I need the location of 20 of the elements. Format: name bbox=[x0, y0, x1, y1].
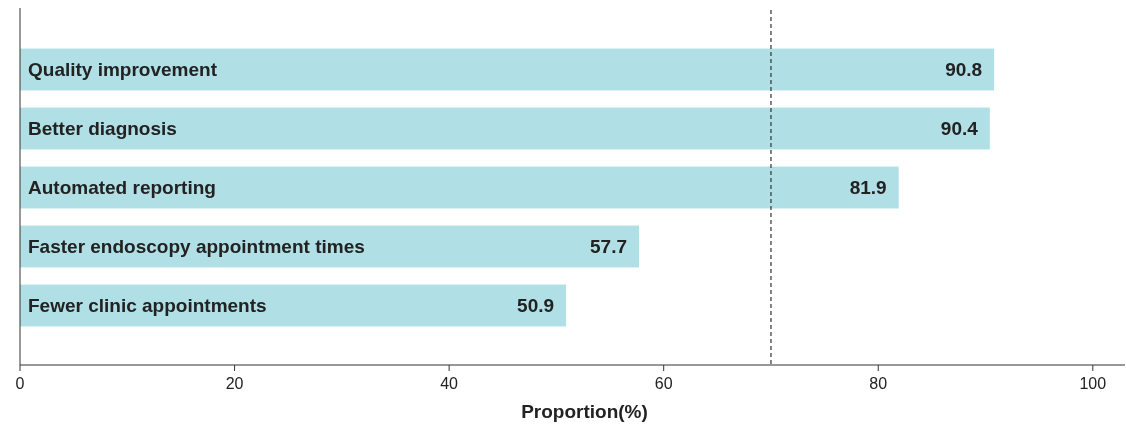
data-label: 90.4 bbox=[940, 118, 979, 140]
x-tick-label: 40 bbox=[440, 375, 459, 392]
data-label: 57.7 bbox=[590, 236, 628, 258]
y-tick-label: Faster endoscopy appointment times bbox=[28, 236, 365, 258]
x-tick-label: 80 bbox=[869, 375, 888, 392]
bar bbox=[20, 48, 995, 91]
bar bbox=[20, 166, 899, 209]
y-tick-label: Better diagnosis bbox=[28, 118, 177, 140]
bar bbox=[20, 107, 990, 150]
y-tick-label: Quality improvement bbox=[28, 59, 218, 81]
x-tick-label: 0 bbox=[15, 375, 25, 392]
x-axis-title: Proportion(%) bbox=[521, 401, 648, 422]
y-tick-label: Automated reporting bbox=[28, 177, 216, 199]
x-tick-label: 20 bbox=[225, 375, 244, 392]
data-label: 50.9 bbox=[517, 295, 555, 317]
x-tick-label: 100 bbox=[1079, 375, 1107, 392]
data-label: 90.8 bbox=[945, 59, 983, 81]
y-tick-label: Fewer clinic appointments bbox=[28, 295, 267, 317]
data-label: 81.9 bbox=[849, 177, 887, 199]
x-tick-label: 60 bbox=[654, 375, 673, 392]
